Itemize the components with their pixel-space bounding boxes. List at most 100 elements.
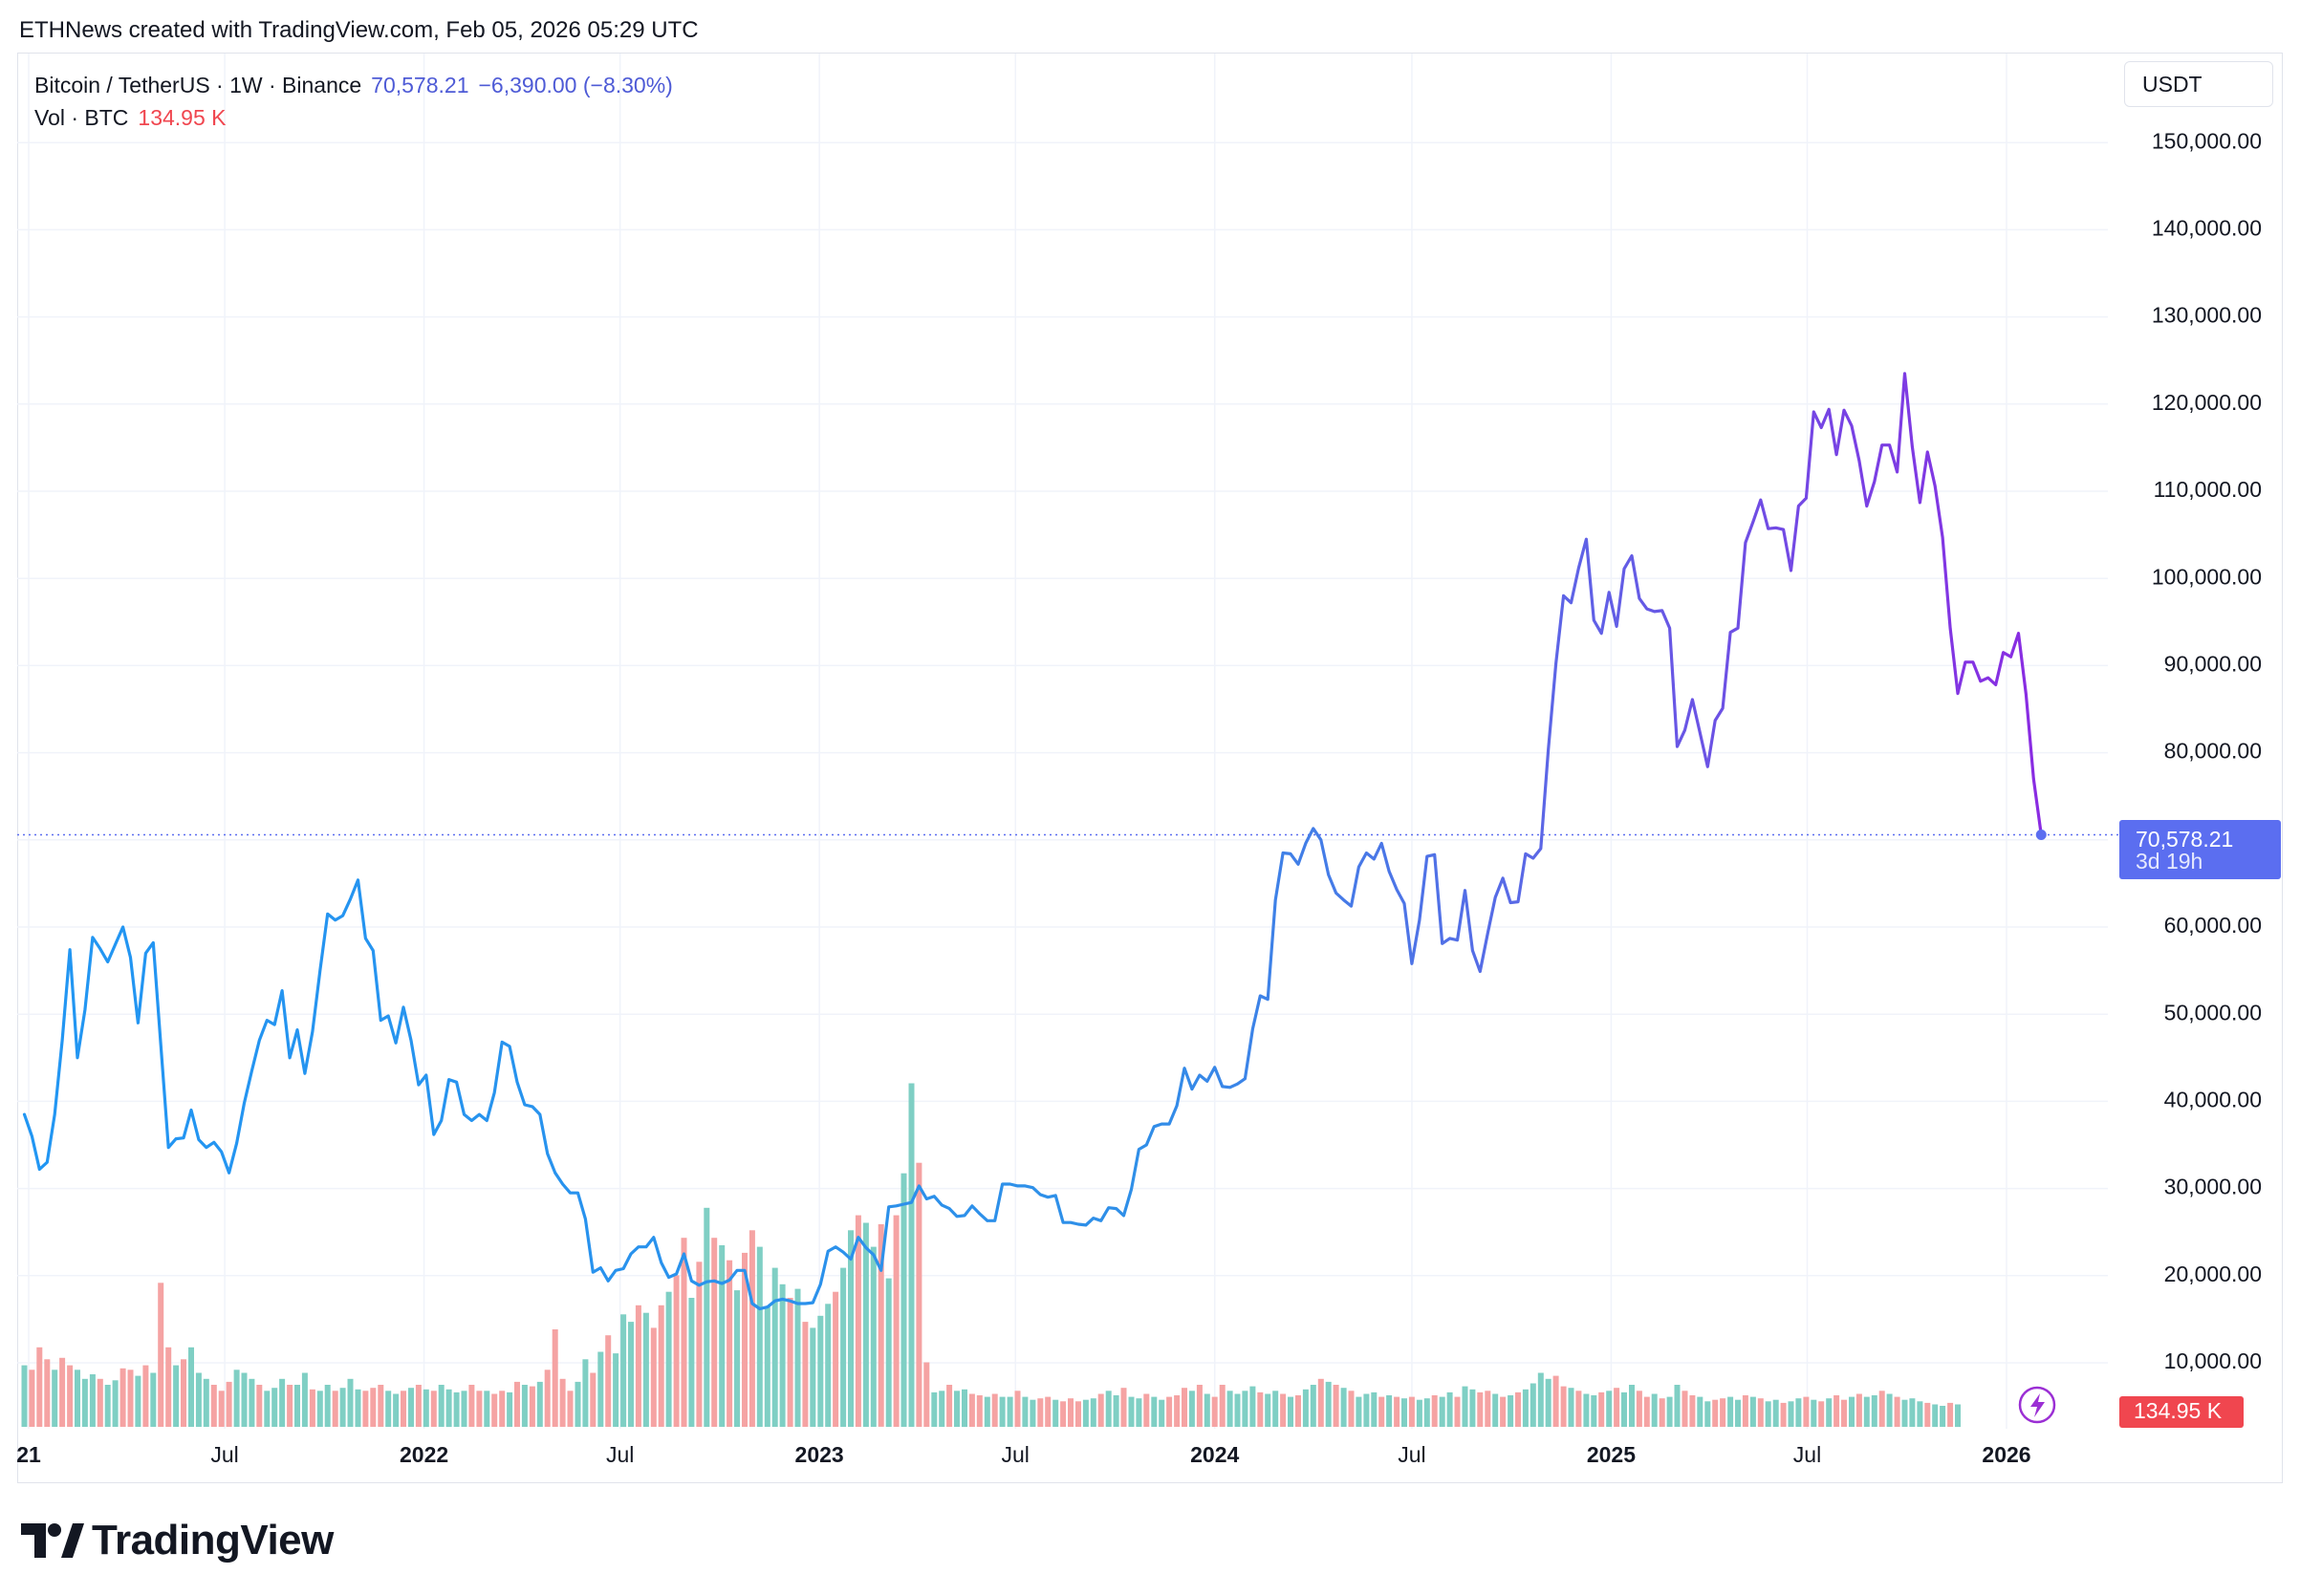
volume-bar xyxy=(1575,1391,1582,1427)
volume-bar xyxy=(241,1372,248,1427)
volume-bar xyxy=(1614,1388,1620,1427)
volume-bar xyxy=(89,1374,96,1427)
volume-bar xyxy=(461,1391,467,1427)
volume-bar xyxy=(36,1347,43,1427)
volume-bar xyxy=(665,1291,672,1427)
y-tick-label: 130,000.00 xyxy=(2152,303,2262,328)
volume-bar xyxy=(1886,1393,1893,1427)
volume-bar xyxy=(1219,1385,1226,1427)
volume-bar xyxy=(1469,1389,1476,1428)
volume-bar xyxy=(984,1396,990,1427)
volume-bar xyxy=(21,1365,28,1427)
volume-bar xyxy=(1060,1401,1067,1427)
volume-bar xyxy=(59,1357,66,1427)
volume-bar xyxy=(385,1391,392,1427)
volume-bar xyxy=(1401,1398,1407,1427)
volume-bar xyxy=(567,1391,574,1427)
volume-bar xyxy=(833,1291,839,1427)
volume-bar xyxy=(316,1391,323,1427)
volume-bar xyxy=(324,1385,331,1427)
volume-bar xyxy=(931,1391,938,1427)
volume-bar xyxy=(294,1385,300,1427)
volume-bar xyxy=(1508,1395,1514,1427)
volume-bar xyxy=(575,1381,581,1427)
legend-symbol-row: Bitcoin / TetherUS · 1W · Binance 70,578.… xyxy=(34,73,673,98)
volume-bar xyxy=(825,1304,832,1427)
volume-bar xyxy=(991,1393,998,1427)
volume-bar xyxy=(1143,1393,1150,1427)
lightning-icon[interactable] xyxy=(2018,1386,2056,1424)
volume-bar xyxy=(1037,1398,1044,1427)
volume-bar xyxy=(1515,1391,1521,1427)
volume-bar xyxy=(939,1391,945,1427)
y-tick-label: 150,000.00 xyxy=(2152,128,2262,153)
volume-bar xyxy=(1188,1391,1195,1427)
volume-bar xyxy=(1151,1396,1158,1427)
volume-bar xyxy=(1689,1395,1696,1427)
volume-bar xyxy=(962,1389,967,1428)
volume-bar xyxy=(165,1347,172,1427)
volume-bar xyxy=(1113,1395,1119,1427)
y-axis: 10,000.00 20,000.00 30,000.00 40,000.00 50,0… xyxy=(2152,128,2262,1373)
volume-bar xyxy=(1629,1385,1635,1427)
price-series-line xyxy=(22,372,2043,1311)
volume-bar xyxy=(787,1298,793,1427)
volume-bar xyxy=(430,1391,437,1427)
volume-bar xyxy=(1788,1401,1794,1427)
x-tick-label: Jul xyxy=(210,1442,238,1467)
volume-bar xyxy=(605,1335,612,1427)
volume-bar xyxy=(999,1396,1006,1427)
volume-bar xyxy=(1863,1396,1870,1427)
volume-value: 134.95 K xyxy=(138,105,227,130)
volume-bar xyxy=(256,1385,263,1427)
volume-bar xyxy=(1940,1406,1946,1427)
volume-bar xyxy=(1833,1395,1840,1427)
volume-bar xyxy=(946,1385,953,1427)
volume-bar xyxy=(210,1385,217,1427)
x-tick-label: 2025 xyxy=(1587,1442,1636,1467)
volume-bar xyxy=(1909,1398,1916,1427)
volume-bar xyxy=(1052,1399,1059,1427)
volume-bar xyxy=(756,1246,763,1427)
volume-bar xyxy=(1765,1401,1771,1427)
volume-bar xyxy=(249,1378,255,1427)
volume-bar xyxy=(749,1230,755,1427)
volume-bar xyxy=(393,1393,400,1427)
volume-bar xyxy=(1022,1396,1029,1427)
volume-bar xyxy=(1014,1391,1021,1427)
volume-bar xyxy=(878,1224,884,1427)
y-tick-label: 140,000.00 xyxy=(2152,215,2262,240)
symbol-name[interactable]: Bitcoin / TetherUS · 1W · Binance xyxy=(34,73,362,97)
volume-bar xyxy=(704,1207,710,1427)
x-tick-label: Jul xyxy=(1793,1442,1821,1467)
volume-bar xyxy=(1682,1391,1688,1427)
volume-bar xyxy=(491,1393,498,1427)
volume-bar xyxy=(1196,1385,1203,1427)
chart-credit: ETHNews created with TradingView.com, Fe… xyxy=(19,17,699,43)
volume-bar xyxy=(696,1262,703,1427)
volume-bar xyxy=(67,1365,74,1427)
tradingview-logo[interactable]: TradingView xyxy=(21,1512,334,1569)
volume-bars xyxy=(21,1083,1961,1428)
volume-bar xyxy=(1242,1391,1248,1427)
y-tick-label: 120,000.00 xyxy=(2152,390,2262,415)
volume-bar xyxy=(150,1372,157,1427)
volume-bar xyxy=(650,1327,657,1427)
volume-bar xyxy=(135,1375,141,1427)
volume-bar xyxy=(226,1381,232,1427)
volume-bar xyxy=(1128,1396,1135,1427)
volume-bar xyxy=(1727,1396,1734,1427)
volume-bar xyxy=(681,1238,687,1427)
volume-bar xyxy=(264,1391,271,1427)
volume-bar xyxy=(1697,1396,1703,1427)
volume-bar xyxy=(181,1359,186,1427)
currency-button[interactable]: USDT xyxy=(2124,61,2273,107)
volume-bar xyxy=(378,1385,384,1427)
volume-bar xyxy=(727,1260,733,1427)
volume-bar xyxy=(476,1391,483,1427)
volume-bar xyxy=(855,1215,861,1427)
volume-bar xyxy=(1204,1393,1210,1427)
volume-label[interactable]: Vol · BTC xyxy=(34,105,129,130)
volume-bar xyxy=(1795,1398,1802,1427)
